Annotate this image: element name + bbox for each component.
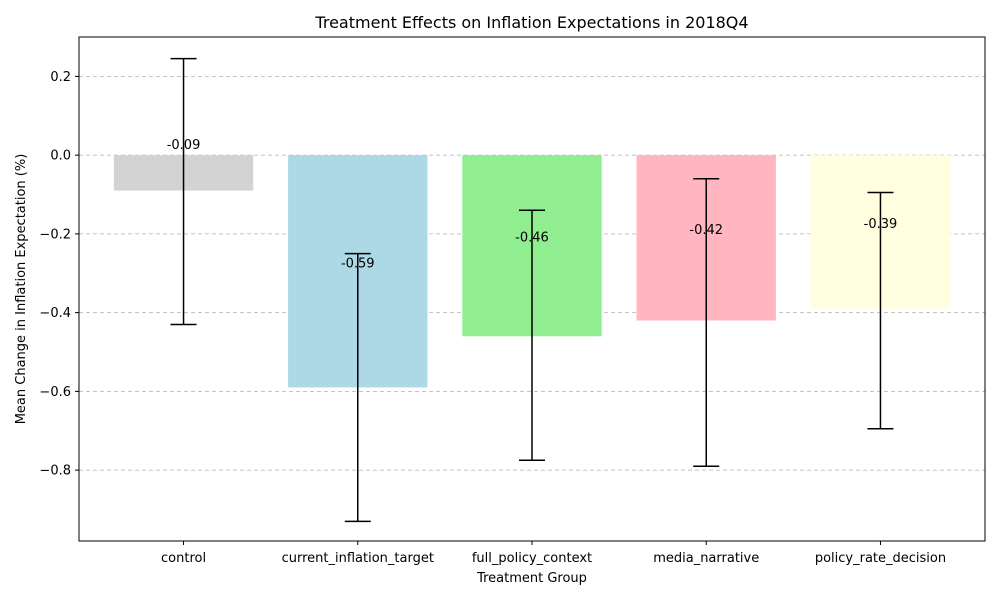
y-tick-label: −0.4 — [39, 306, 71, 321]
x-axis-label: Treatment Group — [476, 571, 587, 586]
error-bars — [170, 57, 894, 523]
y-axis-label: Mean Change in Inflation Expectation (%) — [14, 154, 29, 425]
chart-title: Treatment Effects on Inflation Expectati… — [314, 13, 748, 32]
value-label: -0.46 — [515, 231, 549, 246]
x-tick-label-current-inflation-target: current_inflation_target — [282, 551, 434, 566]
y-tick-label: 0.2 — [50, 70, 71, 85]
value-label: -0.09 — [167, 138, 201, 153]
y-tick-label: −0.8 — [39, 464, 71, 479]
value-label: -0.39 — [864, 217, 898, 232]
y-tick-label: 0.0 — [50, 149, 71, 164]
value-labels: -0.09 -0.59 -0.46 -0.42 -0.39 — [167, 138, 898, 271]
x-tick-label-policy-rate-decision: policy_rate_decision — [815, 551, 946, 566]
x-tick-label-media-narrative: media_narrative — [653, 551, 759, 566]
x-tick-label-control: control — [161, 551, 206, 566]
value-label: -0.42 — [689, 223, 723, 238]
value-label: -0.59 — [341, 256, 375, 271]
x-tick-label-full-policy-context: full_policy_context — [472, 551, 592, 566]
y-tick-label: −0.6 — [39, 385, 71, 400]
y-tick-label: −0.2 — [39, 227, 71, 242]
y-axis: 0.2 0.0 −0.2 −0.4 −0.6 −0.8 — [39, 70, 79, 479]
x-axis: control current_inflation_target full_poli… — [161, 541, 946, 566]
